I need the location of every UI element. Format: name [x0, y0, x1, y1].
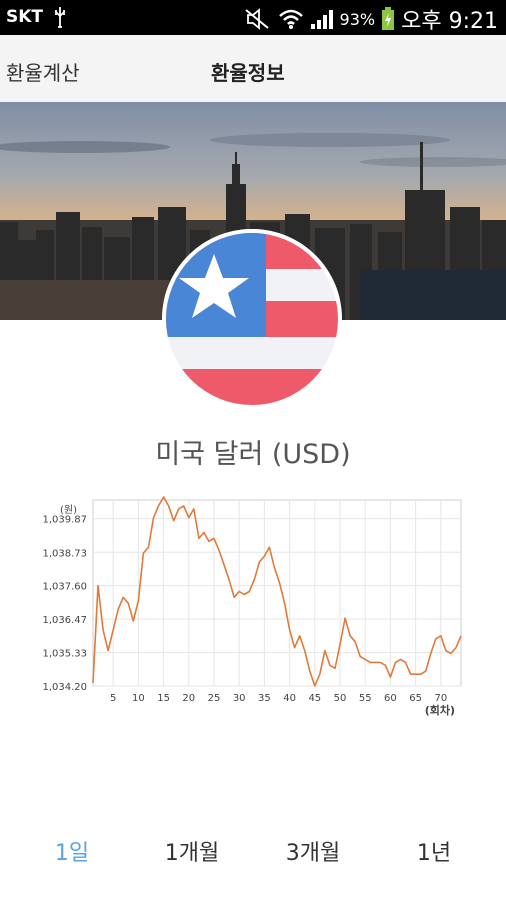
chart-plot-area	[92, 499, 462, 687]
clock-time: 오후 9:21	[401, 9, 498, 34]
mute-icon	[244, 8, 272, 30]
chart-y-tick-label: 1,034.20	[42, 682, 87, 693]
chart-x-tick-label: 15	[157, 693, 170, 704]
chart-x-tick-label: 25	[208, 693, 221, 704]
us-flag-icon	[162, 229, 342, 409]
chart-x-tick-label: 50	[334, 693, 347, 704]
status-left: SKT	[6, 6, 67, 28]
status-right: 93% 오후 9:21	[244, 3, 498, 35]
chart-y-tick-label: 1,035.33	[42, 649, 87, 660]
chart-x-tick-label: 55	[359, 693, 372, 704]
top-tab-bar: 환율계산 환율정보	[0, 35, 506, 102]
chart-x-tick-label: 70	[434, 693, 447, 704]
chart-x-tick-label: 40	[283, 693, 296, 704]
usb-icon	[53, 6, 67, 28]
tab-exchange-calculator[interactable]: 환율계산	[6, 61, 80, 85]
chart-x-tick-label: 20	[182, 693, 195, 704]
exchange-rate-chart-svg: 1,039.87 1,038.73 1,037.60 1,036.47 1,035.33…	[42, 496, 462, 717]
chart-y-tick-label: 1,038.73	[42, 548, 87, 559]
chart-y-tick-label: 1,037.60	[42, 582, 87, 593]
period-1-month[interactable]: 1개월	[164, 841, 220, 866]
chart-y-tick-label: 1,036.47	[42, 615, 87, 626]
signal-icon	[310, 8, 334, 30]
battery-charging-icon	[381, 7, 395, 31]
period-1-year[interactable]: 1년	[416, 841, 452, 866]
chart-y-tick-label: 1,039.87	[42, 515, 87, 526]
chart-x-tick-label: 30	[233, 693, 246, 704]
period-3-months[interactable]: 3개월	[285, 841, 341, 866]
chart-x-tick-label: 45	[308, 693, 321, 704]
wifi-icon	[278, 8, 304, 30]
carrier-label: SKT	[6, 7, 44, 27]
battery-percent: 93%	[339, 9, 376, 29]
chart-x-tick-label: 10	[132, 693, 145, 704]
chart-x-axis-label: (회차)	[425, 703, 455, 717]
chart-x-tick-label: 35	[258, 693, 271, 704]
period-1-day[interactable]: 1일	[54, 841, 90, 866]
period-selector: 1일 1개월 3개월 1년	[0, 835, 506, 875]
currency-title: 미국 달러 (USD)	[155, 439, 351, 470]
chart-x-tick-label: 60	[384, 693, 397, 704]
tab-exchange-info[interactable]: 환율정보	[211, 61, 285, 85]
chart-x-tick-label: 5	[110, 693, 116, 704]
chart-series-line	[92, 496, 462, 687]
chart-x-tick-label: 65	[409, 693, 422, 704]
status-bar: SKT 93% 오후 9:21	[0, 0, 506, 35]
exchange-rate-chart: 1,039.87 1,038.73 1,037.60 1,036.47 1,035.33…	[0, 492, 506, 731]
chart-y-axis-label: (원)	[60, 504, 77, 516]
